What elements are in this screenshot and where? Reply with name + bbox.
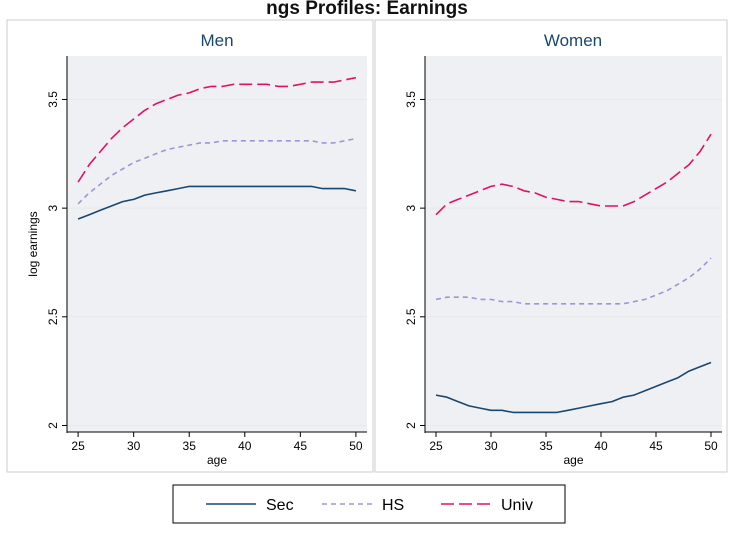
panel-title: Women bbox=[544, 31, 602, 50]
series-line-sec bbox=[77, 185, 357, 220]
legend: Sec HS Univ bbox=[172, 484, 566, 524]
panel-women: Women 2 2.5 3 3.5 25 30 35 40 45 50 age bbox=[404, 31, 722, 467]
x-tick-label: 50 bbox=[704, 439, 718, 453]
x-tick-label: 45 bbox=[294, 439, 308, 453]
x-tick-label: 25 bbox=[429, 439, 443, 453]
legend-label-sec: Sec bbox=[266, 497, 294, 514]
x-tick-label: 25 bbox=[71, 439, 85, 453]
panel-men: Men 2 2.5 3 3.5 25 30 35 40 45 50 age log earnings bbox=[26, 31, 367, 467]
y-tick-label: 3.5 bbox=[404, 91, 418, 108]
plot-region bbox=[425, 56, 722, 432]
y-tick-label: 3.5 bbox=[46, 91, 60, 108]
series-line-hs bbox=[77, 137, 357, 205]
y-tick-label: 3 bbox=[404, 204, 418, 211]
series-line-sec bbox=[435, 361, 712, 414]
x-tick-label: 35 bbox=[539, 439, 553, 453]
x-axis-label: age bbox=[207, 453, 227, 467]
y-tick-label: 3 bbox=[46, 204, 60, 211]
x-tick-label: 35 bbox=[183, 439, 197, 453]
x-axis-label: age bbox=[563, 453, 583, 467]
x-tick-label: 40 bbox=[238, 439, 252, 453]
legend-label-hs: HS bbox=[382, 497, 404, 514]
y-axis-label: log earnings bbox=[26, 211, 40, 276]
y-tick-label: 2.5 bbox=[404, 308, 418, 325]
x-tick-label: 45 bbox=[649, 439, 663, 453]
legend-label-univ: Univ bbox=[501, 497, 533, 514]
y-tick-label: 2 bbox=[46, 422, 60, 429]
x-tick-label: 40 bbox=[594, 439, 608, 453]
series-line-univ bbox=[77, 76, 357, 183]
y-tick-label: 2 bbox=[404, 422, 418, 429]
x-tick-label: 30 bbox=[484, 439, 498, 453]
figure-title: ngs Profiles: Earnings bbox=[266, 0, 468, 19]
x-tick-label: 50 bbox=[349, 439, 363, 453]
series-line-univ bbox=[435, 133, 712, 216]
series-line-hs bbox=[435, 257, 712, 305]
y-tick-label: 2.5 bbox=[46, 308, 60, 325]
x-tick-label: 30 bbox=[127, 439, 141, 453]
plot-region bbox=[67, 56, 367, 432]
panel-title: Men bbox=[200, 31, 233, 50]
